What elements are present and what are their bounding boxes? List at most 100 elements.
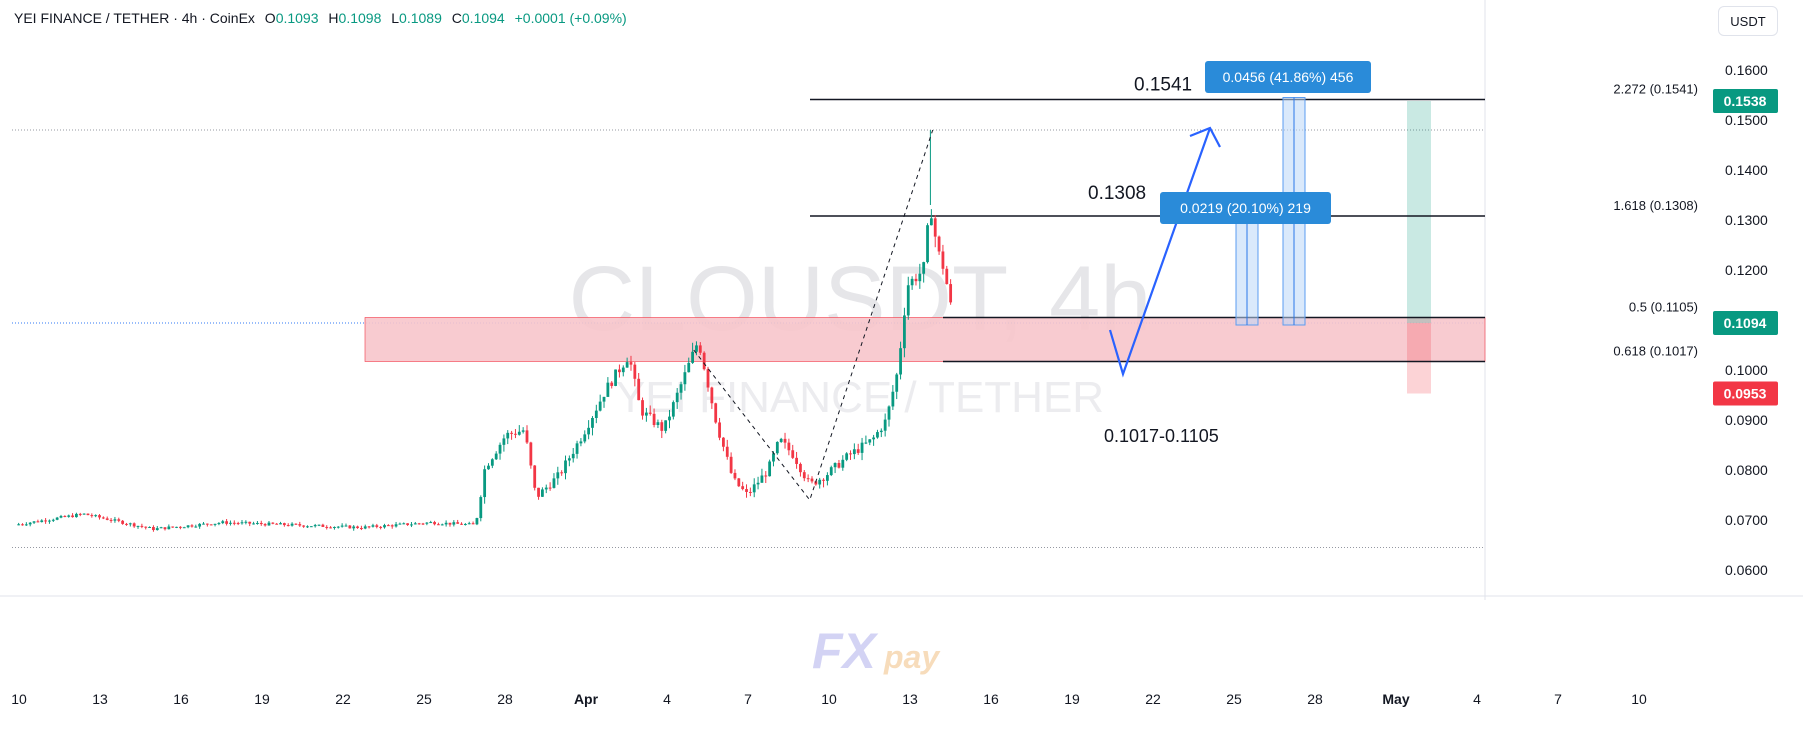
candle-body-58	[240, 522, 244, 524]
candle-body-166	[656, 422, 660, 426]
price-tick-0: 0.0600	[1725, 562, 1768, 578]
candle-body-39	[167, 526, 171, 530]
candle-body-195	[768, 461, 772, 477]
price-tick-2: 0.0800	[1725, 462, 1768, 478]
svg-text:FX: FX	[812, 623, 879, 679]
candle-body-226	[887, 406, 891, 420]
candle-body-44	[186, 525, 190, 528]
candle-203	[799, 462, 802, 477]
candle-body-61	[252, 523, 255, 525]
candle-body-184	[725, 446, 729, 457]
candle-body-164	[648, 412, 652, 414]
candle-7	[44, 518, 47, 524]
candle-body-121	[483, 469, 487, 498]
candle-83	[336, 526, 340, 529]
candle-body-181	[714, 403, 718, 423]
candle-body-146	[579, 441, 583, 444]
candle-87	[352, 525, 356, 531]
candle-192	[756, 476, 760, 490]
candle-0	[17, 522, 21, 526]
candle-119	[475, 517, 479, 526]
candle-20	[94, 514, 98, 518]
time-tick-14: 22	[1145, 691, 1161, 707]
candle-211	[829, 465, 833, 477]
candle-body-84	[340, 525, 344, 527]
candle-217	[852, 443, 856, 460]
candle-164	[648, 405, 652, 416]
candle-body-97	[390, 525, 394, 527]
candle-191	[752, 478, 756, 498]
candle-218	[856, 443, 860, 455]
candle-149	[591, 416, 594, 436]
candle-body-117	[467, 523, 471, 525]
candle-136	[541, 487, 544, 498]
candle-71	[290, 522, 294, 527]
candle-104	[417, 522, 421, 525]
currency-unit-button[interactable]: USDT	[1718, 6, 1778, 36]
candle-42	[178, 526, 182, 530]
legend-pair: YEI FINANCE / TETHER · 4h · CoinEx	[14, 10, 255, 26]
candle-59	[244, 520, 248, 525]
candle-body-130	[517, 431, 521, 435]
candle-body-157	[621, 367, 625, 373]
candle-32	[140, 523, 144, 529]
candle-116	[463, 523, 467, 526]
candle-body-210	[825, 475, 829, 481]
candle-body-34	[148, 527, 151, 529]
candle-216	[849, 450, 852, 460]
candle-64	[263, 523, 267, 527]
candle-body-201	[791, 450, 795, 458]
fxpay-logo: FX pay	[812, 623, 941, 679]
candle-139	[552, 473, 556, 489]
candle-body-204	[802, 472, 806, 479]
candle-body-102	[410, 524, 413, 526]
candle-body-239	[937, 236, 941, 252]
candle-body-143	[567, 458, 571, 461]
price-badge-label-1: 0.1094	[1724, 315, 1767, 331]
candle-225	[883, 413, 887, 437]
candle-173	[683, 364, 687, 391]
candle-143	[567, 455, 571, 467]
candle-11	[59, 514, 63, 519]
time-tick-10: 10	[821, 691, 837, 707]
candle-181	[714, 402, 718, 424]
candle-14	[71, 513, 74, 518]
candle-70	[286, 523, 290, 527]
candle-198	[779, 437, 783, 443]
candle-body-140	[556, 472, 560, 479]
candle-74	[302, 525, 306, 528]
candle-body-74	[302, 525, 306, 527]
candle-body-228	[895, 374, 899, 392]
candle-body-98	[394, 524, 398, 527]
fib-level-label-2: 0.5 (0.1105)	[1629, 300, 1698, 315]
candle-54	[225, 518, 229, 526]
candle-body-233	[914, 278, 918, 282]
candle-body-118	[471, 523, 475, 525]
candle-body-193	[760, 475, 764, 483]
candle-57	[236, 521, 240, 526]
candle-body-53	[221, 521, 225, 524]
candle-body-185	[729, 456, 733, 473]
candle-body-21	[98, 515, 101, 518]
candle-body-178	[702, 352, 706, 370]
candle-body-106	[425, 522, 429, 524]
candle-body-208	[818, 479, 822, 485]
candle-body-191	[752, 484, 756, 493]
candle-100	[402, 522, 406, 525]
candle-body-42	[178, 526, 182, 528]
candle-97	[390, 524, 394, 529]
candle-112	[448, 522, 452, 527]
candle-50	[209, 524, 213, 526]
candle-75	[306, 525, 309, 528]
candle-36	[155, 525, 159, 531]
candle-123	[490, 458, 494, 469]
candle-144	[571, 448, 575, 463]
candle-body-179	[706, 369, 710, 388]
candle-body-15	[75, 513, 78, 518]
candle-body-141	[560, 472, 564, 474]
candle-body-220	[864, 442, 868, 444]
candle-body-79	[321, 524, 325, 527]
candle-165	[652, 408, 656, 428]
candle-body-176	[695, 345, 698, 352]
